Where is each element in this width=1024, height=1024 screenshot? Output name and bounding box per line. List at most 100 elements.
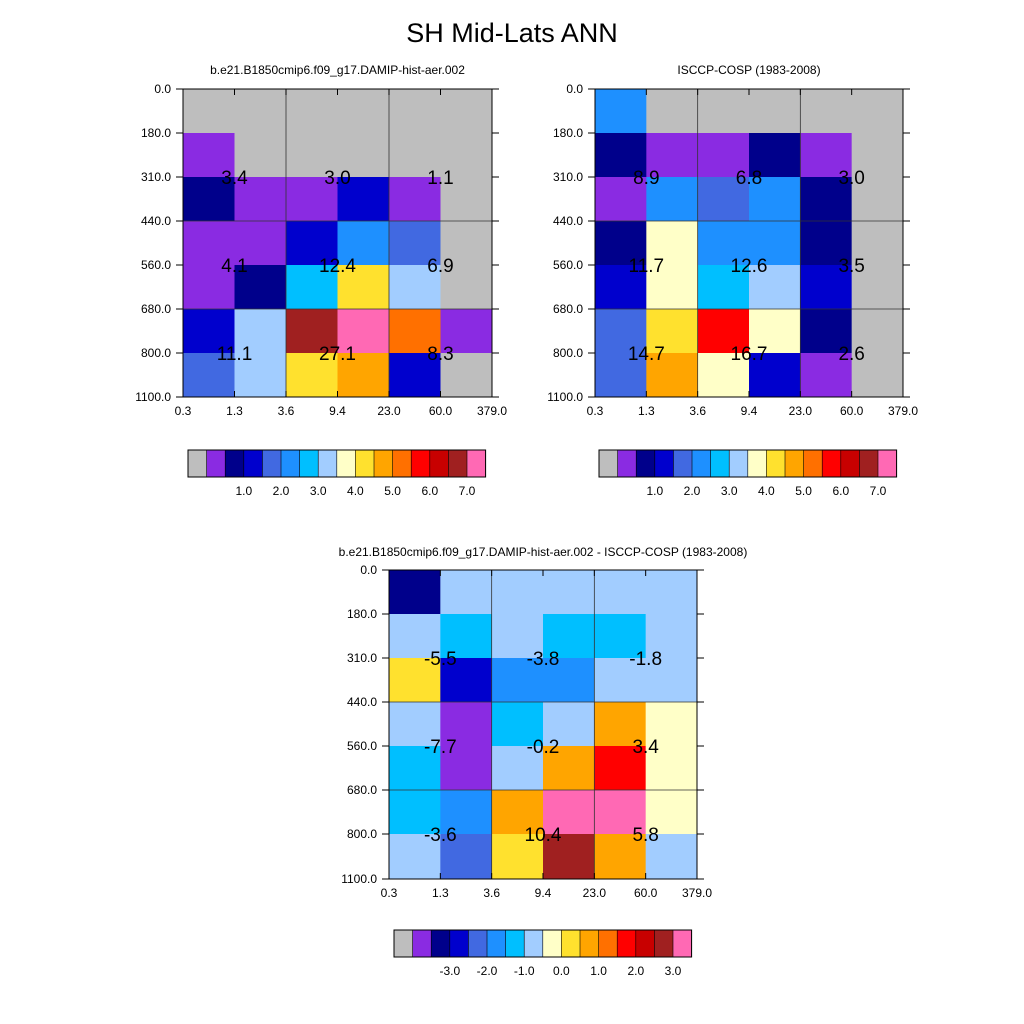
y-tick-label: 440.0 [141,214,171,228]
colorbar-swatch [468,930,488,957]
y-tick-label: 310.0 [347,651,377,665]
heatmap-cell [234,177,287,222]
cell-value-label: 8.9 [633,168,659,189]
colorbar-swatch [467,450,486,477]
heatmap-cell [646,309,699,354]
x-tick-label: 23.0 [789,404,813,418]
y-tick-label: 0.0 [360,563,377,577]
colorbar-swatch [394,930,413,957]
colorbar-swatch [318,450,338,477]
heatmap-cell [646,133,699,178]
heatmap-cell [440,221,493,266]
heatmap-cell [595,353,647,398]
heatmap-cell [851,353,904,398]
heatmap-cell [595,309,647,354]
cell-value-label: 6.8 [736,168,762,189]
colorbar-label: -3.0 [439,964,460,978]
cell-value-label: 14.7 [628,344,665,365]
cell-value-label: 11.7 [629,256,665,277]
x-tick-label: 3.6 [483,886,500,900]
x-tick-label: 379.0 [682,886,712,900]
heatmap-cell [183,177,235,222]
y-tick-label: 310.0 [553,170,583,184]
heatmap-cell [595,177,647,222]
colorbar-swatch [429,450,449,477]
colorbar-swatch [859,450,879,477]
colorbar: 1.0 2.0 3.0 4.0 5.0 6.0 7.0 [598,449,898,498]
heatmap-cell [183,309,235,354]
heatmap-cell [491,834,544,880]
y-tick-label: 800.0 [347,827,377,841]
heatmap-cell [594,790,647,835]
cell-value-label: 5.8 [632,825,658,846]
y-tick-label: 1100.0 [547,390,583,404]
heatmap-cell [440,790,493,835]
colorbar-swatch [561,930,581,957]
colorbar-swatch [747,450,767,477]
x-tick-label: 3.6 [689,404,706,418]
y-tick-label: 1100.0 [135,390,171,404]
x-tick-label: 60.0 [840,404,864,418]
heatmap-cell [646,353,699,398]
colorbar: 1.0 2.0 3.0 4.0 5.0 6.0 7.0 [187,449,487,498]
colorbar-swatch [710,450,730,477]
heatmap-cell [543,834,595,880]
colorbar-swatch [617,930,637,957]
cell-value-label: -3.6 [424,825,457,846]
x-tick-label: 0.3 [587,404,604,418]
heatmap-cell [286,265,338,310]
heatmap-cell [389,746,441,791]
heatmap-cell [389,177,441,222]
heatmap-cell [234,133,287,178]
heatmap-cell [389,221,441,266]
cell-value-label: -5.5 [424,649,457,670]
heatmap-cell [800,133,853,178]
colorbar-swatch [729,450,749,477]
heatmap-cell [595,89,647,134]
panel-title: ISCCP-COSP (1983-2008) [677,63,820,77]
heatmap-cell [851,221,904,266]
colorbar-swatch [355,450,375,477]
heatmap-cell [234,353,287,398]
heatmap-cell [389,834,441,880]
cell-value-label: 10.4 [525,825,562,846]
heatmap-cell [234,221,287,266]
colorbar-swatch [188,450,207,477]
x-tick-label: 3.6 [278,404,295,418]
heatmap-cell [749,309,801,354]
x-tick-label: 1.3 [226,404,243,418]
x-tick-label: 379.0 [888,404,918,418]
colorbar-frame [393,929,693,958]
colorbar-swatch [580,930,599,957]
heatmap-cell [389,570,441,615]
x-tick-label: 379.0 [477,404,507,418]
heatmap-cell [183,353,235,398]
heatmap-cell [851,89,904,134]
colorbar-label: 3.0 [310,484,327,498]
colorbar-swatch [803,450,823,477]
heatmap-cell [749,89,801,134]
heatmap-cell [594,746,647,791]
heatmap-cell [594,570,647,615]
heatmap-cell [234,89,287,134]
x-tick-label: 60.0 [429,404,453,418]
y-tick-label: 800.0 [553,346,583,360]
heatmap-cell [337,265,390,310]
heatmap-cell [697,265,750,310]
heatmap-cell [749,353,801,398]
colorbar-swatch [673,930,692,957]
heatmap-cell [440,702,493,747]
heatmap-cell [491,790,544,835]
heatmap-cell [234,309,287,354]
heatmap-cell [286,89,338,134]
colorbar-swatch [878,450,897,477]
heatmap-cell [697,353,750,398]
heatmap-cell [183,133,235,178]
colorbar-label: 2.0 [627,964,644,978]
cell-value-label: 1.1 [427,168,453,189]
cell-value-label: 16.7 [731,344,768,365]
heatmap-cell [440,570,493,615]
heatmap-cell [337,133,390,178]
colorbar-swatch [487,930,506,957]
